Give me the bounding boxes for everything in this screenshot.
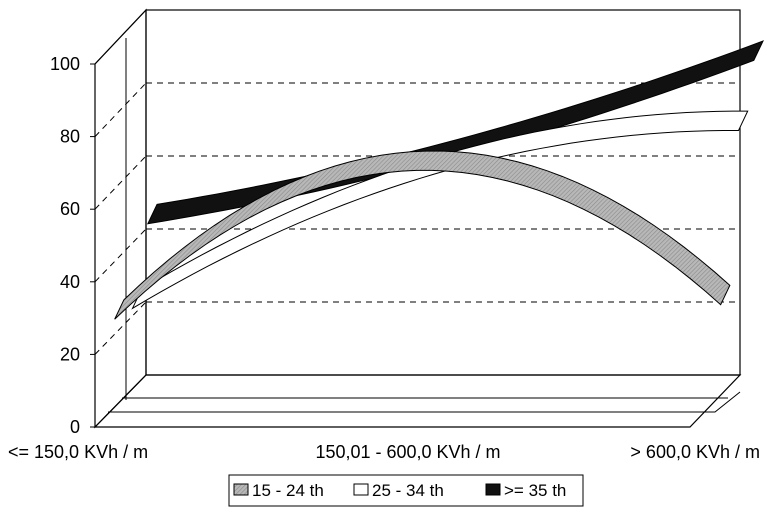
x-tick-label: <= 150,0 KVh / m [8, 442, 148, 462]
series-ribbon-1 [131, 110, 749, 310]
left-wall [94, 8, 147, 429]
gridline-side [94, 9, 147, 65]
floor-series-line [108, 391, 741, 413]
gridlines [94, 9, 740, 355]
x-tick-labels: <= 150,0 KVh / m 150,01 - 600,0 KVh / m > … [8, 442, 760, 462]
y-tick-label: 60 [60, 199, 80, 219]
gridline-side [94, 82, 147, 137]
legend-swatch [485, 483, 501, 496]
axes-frame [90, 8, 742, 429]
series-ribbon-0 [114, 150, 731, 320]
gridline-side [94, 228, 147, 283]
y-tick-label: 80 [60, 127, 80, 147]
y-tick-label: 100 [50, 54, 80, 74]
legend: 15 - 24 th 25 - 34 th >= 35 th [228, 474, 584, 507]
legend-box [228, 474, 584, 507]
gridline-side [94, 301, 147, 355]
gridline-side [94, 155, 147, 210]
floor [93, 374, 742, 428]
legend-label: >= 35 th [504, 481, 566, 500]
legend-label: 25 - 34 th [372, 481, 444, 500]
legend-swatch [353, 483, 369, 496]
legend-swatch [233, 483, 249, 496]
series-ribbons [114, 40, 764, 320]
legend-label: 15 - 24 th [252, 481, 324, 500]
y-tick-label: 20 [60, 344, 80, 364]
y-tick-labels: 0 20 40 60 80 100 [50, 54, 80, 437]
y-tick-label: 40 [60, 272, 80, 292]
x-tick-label: > 600,0 KVh / m [630, 442, 760, 462]
y-tick-label: 0 [70, 417, 80, 437]
x-tick-label: 150,01 - 600,0 KVh / m [315, 442, 500, 462]
